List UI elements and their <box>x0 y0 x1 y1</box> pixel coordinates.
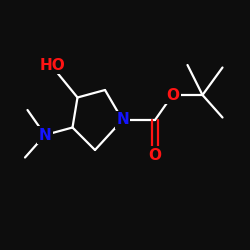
Text: O: O <box>166 88 179 102</box>
Text: N: N <box>116 112 129 128</box>
Text: O: O <box>148 148 162 162</box>
Text: HO: HO <box>40 58 66 72</box>
Text: N: N <box>38 128 52 142</box>
